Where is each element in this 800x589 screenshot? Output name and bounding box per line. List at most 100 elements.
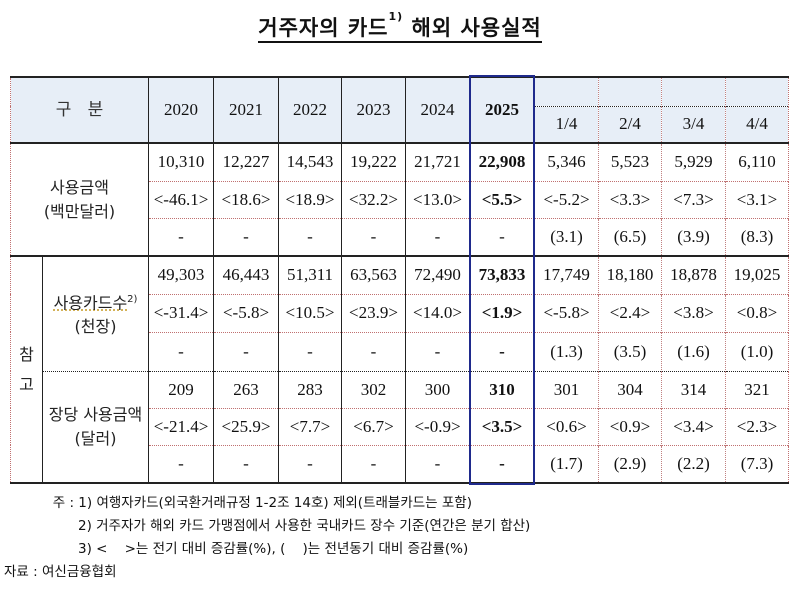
cell: 302 bbox=[341, 370, 406, 408]
card-usage-table: 구 분 2020 2021 2022 2023 2024 2025 1/4 2/… bbox=[10, 76, 789, 484]
cell: - bbox=[213, 217, 279, 256]
cell: <13.0> bbox=[405, 180, 470, 218]
cell: <14.0> bbox=[405, 293, 470, 332]
cell: 51,311 bbox=[278, 255, 342, 294]
cell: 18,180 bbox=[598, 255, 662, 294]
group-label-text: 참 고 bbox=[19, 344, 34, 394]
cell: (3.5) bbox=[598, 331, 662, 371]
cell: 49,303 bbox=[148, 255, 214, 294]
cell: 12,227 bbox=[213, 142, 279, 181]
cell: - bbox=[213, 331, 279, 371]
cell: - bbox=[405, 444, 470, 484]
cell: 6,110 bbox=[725, 142, 789, 181]
cell: 19,222 bbox=[341, 142, 406, 181]
header-quarter-spacer bbox=[534, 76, 599, 106]
cell: 22,908 bbox=[469, 142, 535, 181]
header-quarter-spacer bbox=[661, 76, 726, 106]
cell: <2.4> bbox=[598, 293, 662, 332]
header-quarter-2: 2/4 bbox=[598, 105, 662, 143]
cell: <-5.8> bbox=[213, 293, 279, 332]
cell: (1.3) bbox=[534, 331, 599, 371]
cell: 14,543 bbox=[278, 142, 342, 181]
cell: (6.5) bbox=[598, 217, 662, 256]
cell: (7.3) bbox=[725, 444, 789, 484]
header-category: 구 분 bbox=[10, 76, 149, 143]
header-year-2025: 2025 bbox=[469, 76, 535, 143]
note-3: 3) < >는 전기 대비 증감률(%), ( )는 전년동기 대비 증감률(%… bbox=[22, 538, 530, 561]
cell: 18,878 bbox=[661, 255, 726, 294]
label-card-count: 사용카드수 bbox=[53, 293, 128, 313]
cell: - bbox=[341, 444, 406, 484]
cell: <18.9> bbox=[278, 180, 342, 218]
cell: <18.6> bbox=[213, 180, 279, 218]
cell: 209 bbox=[148, 370, 214, 408]
header-quarter-4: 4/4 bbox=[725, 105, 789, 143]
cell: 5,929 bbox=[661, 142, 726, 181]
cell: 314 bbox=[661, 370, 726, 408]
cell: <3.5> bbox=[469, 407, 535, 445]
cell: 21,721 bbox=[405, 142, 470, 181]
cell: <-0.9> bbox=[405, 407, 470, 445]
cell: (1.0) bbox=[725, 331, 789, 371]
cell: <-5.2> bbox=[534, 180, 599, 218]
cell: 46,443 bbox=[213, 255, 279, 294]
footnote-mark-2: 2) bbox=[127, 294, 138, 306]
cell: 263 bbox=[213, 370, 279, 408]
row-label-card-count: 사용카드수2) (천장) bbox=[42, 255, 149, 371]
cell: (1.6) bbox=[661, 331, 726, 371]
header-year-2021: 2021 bbox=[213, 76, 279, 143]
cell: 72,490 bbox=[405, 255, 470, 294]
cell: - bbox=[278, 444, 342, 484]
cell: - bbox=[148, 217, 214, 256]
page-title: 거주자의 카드1) 해외 사용실적 bbox=[0, 10, 800, 43]
header-year-2023: 2023 bbox=[341, 76, 406, 143]
row-label-amount-per-card: 장당 사용금액 (달러) bbox=[42, 370, 149, 484]
cell: 73,833 bbox=[469, 255, 535, 294]
cell: 304 bbox=[598, 370, 662, 408]
cell: - bbox=[469, 217, 535, 256]
cell: <7.3> bbox=[661, 180, 726, 218]
cell: <3.4> bbox=[661, 407, 726, 445]
header-year-2024: 2024 bbox=[405, 76, 470, 143]
cell: <-31.4> bbox=[148, 293, 214, 332]
label-unit-million-usd: (백만달러) bbox=[43, 201, 116, 221]
cell: <0.6> bbox=[534, 407, 599, 445]
header-quarter-3: 3/4 bbox=[661, 105, 726, 143]
title-text: 거주자의 카드 bbox=[258, 16, 389, 40]
label-usage-amount: 사용금액 bbox=[50, 177, 109, 197]
cell: <3.1> bbox=[725, 180, 789, 218]
source: 자료 : 여신금융협회 bbox=[4, 561, 530, 584]
cell: - bbox=[148, 331, 214, 371]
cell: <32.2> bbox=[341, 180, 406, 218]
cell: <2.3> bbox=[725, 407, 789, 445]
cell: <3.8> bbox=[661, 293, 726, 332]
cell: - bbox=[278, 217, 342, 256]
note-2: 2) 거주자가 해외 카드 가맹점에서 사용한 국내카드 장수 기준(연간은 분… bbox=[22, 515, 530, 538]
title-text-after: 해외 사용실적 bbox=[411, 16, 542, 40]
cell: 5,523 bbox=[598, 142, 662, 181]
cell: 63,563 bbox=[341, 255, 406, 294]
note-3-text: 3) < >는 전기 대비 증감률(%), ( )는 전년동기 대비 증감률(%… bbox=[78, 541, 469, 557]
cell: - bbox=[405, 331, 470, 371]
footnotes: 주 : 1) 여행자카드(외국환거래규정 1-2조 14호) 제외(트래블카드는… bbox=[4, 492, 530, 584]
cell: <6.7> bbox=[341, 407, 406, 445]
header-year-2022: 2022 bbox=[278, 76, 342, 143]
cell: (2.2) bbox=[661, 444, 726, 484]
cell: - bbox=[469, 444, 535, 484]
header-quarter-spacer bbox=[598, 76, 662, 106]
cell: 321 bbox=[725, 370, 789, 408]
source-text: 여신금융협회 bbox=[41, 564, 117, 580]
cell: (1.7) bbox=[534, 444, 599, 484]
cell: - bbox=[405, 217, 470, 256]
cell: 300 bbox=[405, 370, 470, 408]
cell: <1.9> bbox=[469, 293, 535, 332]
cell: (3.1) bbox=[534, 217, 599, 256]
cell: <0.8> bbox=[725, 293, 789, 332]
notes-prefix: 주 : bbox=[52, 495, 74, 511]
row-label-usage-amount: 사용금액 (백만달러) bbox=[10, 142, 149, 256]
cell: - bbox=[341, 217, 406, 256]
title-footnote-mark: 1) bbox=[388, 10, 404, 23]
header-quarter-1: 1/4 bbox=[534, 105, 599, 143]
cell: <5.5> bbox=[469, 180, 535, 218]
cell: <7.7> bbox=[278, 407, 342, 445]
